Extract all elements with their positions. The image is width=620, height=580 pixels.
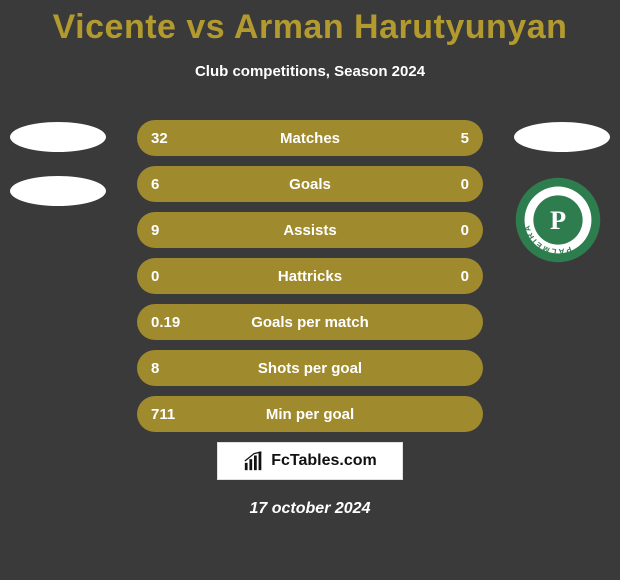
stat-left-value: 0.19 (151, 314, 209, 331)
stat-label: Goals (209, 176, 411, 193)
stat-label: Assists (209, 222, 411, 239)
stat-right-value: 0 (411, 176, 469, 193)
player-silhouette-right-top (514, 122, 610, 152)
stat-row: 711Min per goal (137, 396, 483, 432)
stat-right-value: 0 (411, 268, 469, 285)
stat-row: 0.19Goals per match (137, 304, 483, 340)
club-badge-letter: P (550, 205, 566, 235)
subtitle: Club competitions, Season 2024 (0, 63, 620, 80)
stat-row: 0Hattricks0 (137, 258, 483, 294)
stats-table: 32Matches56Goals09Assists00Hattricks00.1… (137, 120, 483, 442)
stat-left-value: 9 (151, 222, 209, 239)
stat-label: Hattricks (209, 268, 411, 285)
player-silhouette-left-bottom (10, 176, 106, 206)
title-vs: vs (186, 8, 225, 46)
stat-right-value: 5 (411, 130, 469, 147)
title-player-1: Vicente (53, 8, 177, 46)
stat-row: 6Goals0 (137, 166, 483, 202)
stat-left-value: 0 (151, 268, 209, 285)
stat-row: 8Shots per goal (137, 350, 483, 386)
stat-right-value: 0 (411, 222, 469, 239)
branding-text: FcTables.com (271, 452, 377, 470)
stat-label: Goals per match (209, 314, 411, 331)
chart-icon (243, 450, 265, 472)
stat-row: 32Matches5 (137, 120, 483, 156)
stat-label: Min per goal (209, 406, 411, 423)
branding-box[interactable]: FcTables.com (217, 442, 403, 480)
stat-left-value: 6 (151, 176, 209, 193)
stat-left-value: 711 (151, 406, 209, 423)
page-title: Vicente vs Arman Harutyunyan (0, 0, 620, 47)
stat-label: Shots per goal (209, 360, 411, 377)
stat-row: 9Assists0 (137, 212, 483, 248)
stat-label: Matches (209, 130, 411, 147)
stat-left-value: 32 (151, 130, 209, 147)
player-silhouette-left-top (10, 122, 106, 152)
footer-date: 17 october 2024 (0, 500, 620, 518)
stat-left-value: 8 (151, 360, 209, 377)
title-player-2: Arman Harutyunyan (234, 8, 567, 46)
club-badge-icon: P PALMEIRAS (514, 176, 602, 264)
